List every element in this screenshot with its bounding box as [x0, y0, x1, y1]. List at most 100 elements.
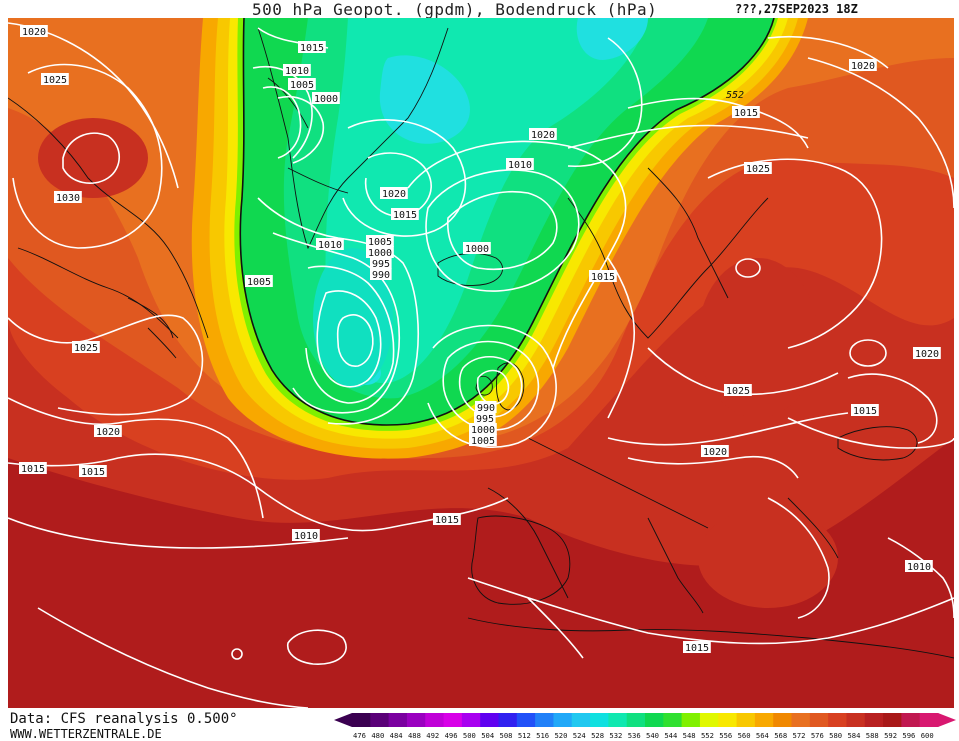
contour-552-label: 552: [726, 90, 744, 101]
isobar-label-bg: [370, 268, 392, 280]
isobar-se-1015b: [767, 497, 830, 619]
trough-teal-cell: [313, 248, 393, 388]
med-dark-cell: [698, 508, 838, 608]
isobar-label: 1020: [382, 189, 406, 200]
isobar-labels: 1020 1025 1030 1025 1020 1015 1015 1010 1015 1015…: [19, 25, 941, 654]
legend-tick-label: 496: [445, 731, 458, 740]
isobar-label-bg: [732, 106, 760, 118]
legend-swatch: [461, 713, 481, 727]
isobar-gl-1000: [277, 96, 324, 164]
isobars: [8, 22, 954, 708]
isobar-c-1000: [305, 265, 395, 404]
legend-tick-label: 520: [554, 731, 567, 740]
legend-swatch: [791, 713, 811, 727]
isobar-label: 1005: [471, 436, 495, 447]
legend-arrow-right: [938, 713, 956, 727]
isobar-w-1025: [8, 314, 204, 416]
isobar-c-995: [316, 290, 382, 388]
isobar-e-1010: [407, 140, 627, 369]
legend-tick-label: 560: [738, 731, 751, 740]
isobar-label-bg: [79, 465, 107, 477]
map-title: 500 hPa Geopot. (gpdm), Bodendruck (hPa): [252, 0, 658, 19]
isobar-label-bg: [851, 404, 879, 416]
legend-tick-label: 552: [701, 731, 714, 740]
legend-swatch: [699, 713, 719, 727]
legend-swatch: [919, 713, 939, 727]
isobar-label-bg: [391, 208, 419, 220]
legend-tick-label: 488: [408, 731, 421, 740]
isobar-label: 1025: [43, 75, 67, 86]
isobar-label-bg: [683, 641, 711, 653]
isobar-label: 1020: [851, 61, 875, 72]
isobar-label: 1005: [368, 237, 392, 248]
isobar-label-bg: [380, 187, 408, 199]
isobar-sc-1015: [607, 257, 636, 419]
legend-tick-label: 532: [609, 731, 622, 740]
isobar-label: 1000: [314, 94, 338, 105]
isobar-label-bg: [283, 64, 311, 76]
timestamp: ???,27SEP2023 18Z: [735, 2, 858, 16]
legend-tick-label: 572: [793, 731, 806, 740]
legend-tick-label: 588: [866, 731, 879, 740]
isobar-eu-1020b: [627, 455, 799, 479]
isobar-label: 1030: [56, 193, 80, 204]
legend-tick-label: 568: [774, 731, 787, 740]
isobar-label-bg: [245, 275, 273, 287]
legend-swatch: [718, 713, 738, 727]
isobar-nw-1030: [62, 132, 121, 184]
legend-tick-label: 484: [390, 731, 403, 740]
isobar-label-bg: [744, 162, 772, 174]
isobar-label: 1010: [318, 240, 342, 251]
isobar-n-1025: [707, 158, 883, 349]
isobar-n-1020: [567, 37, 643, 168]
isobar-w-1015: [8, 453, 509, 532]
isobar-label-bg: [469, 423, 497, 435]
website-label: WWW.WETTERZENTRALE.DE: [10, 727, 162, 741]
isobar-label-bg: [94, 425, 122, 437]
isobar-label-bg: [463, 242, 491, 254]
isobar-s-1015ring: [287, 629, 347, 665]
isobar-ne-1020: [807, 57, 954, 209]
legend-tick-label: 500: [463, 731, 476, 740]
isobar-gl-1020: [364, 152, 432, 217]
isobar-uk-995: [458, 356, 523, 418]
isobar-label-bg: [288, 78, 316, 90]
legend-swatch: [736, 713, 756, 727]
isobar-label: 1015: [81, 467, 105, 478]
isobar-label: 1010: [294, 531, 318, 542]
isobar-label: 990: [477, 403, 495, 414]
isobar-label: 1015: [853, 406, 877, 417]
legend-tick-label: 524: [573, 731, 586, 740]
legend-swatch: [846, 713, 866, 727]
legend-tick-label: 540: [646, 731, 659, 740]
weather-map: 552 1020 1025 1030 1025 1020 1015 1015 1010 1015…: [8, 18, 954, 708]
legend-swatch: [352, 713, 371, 727]
isobar-label: 1005: [290, 80, 314, 91]
legend-arrow-left: [334, 713, 352, 727]
legend-swatch: [663, 713, 683, 727]
legend-tick-label: 576: [811, 731, 824, 740]
legend-swatch: [571, 713, 591, 727]
isobar-label-bg: [41, 73, 69, 85]
isobar-e-1005: [425, 169, 580, 292]
isobar-label: 1025: [74, 343, 98, 354]
legend-swatch: [480, 713, 499, 727]
isobar-label-bg: [433, 513, 461, 525]
isobar-nw-1025: [12, 63, 163, 249]
legend-swatch: [754, 713, 774, 727]
legend-swatch: [645, 713, 664, 727]
legend-swatch: [901, 713, 921, 727]
isobar-gl-1010: [252, 66, 313, 159]
isobar-label-bg: [506, 158, 534, 170]
isobar-uk-990: [476, 369, 510, 405]
isobar-label-bg: [72, 341, 100, 353]
isobar-e-ring: [849, 339, 887, 367]
isobar-label-bg: [20, 25, 48, 37]
isobar-label: 990: [372, 270, 390, 281]
isobar-e-1000: [447, 190, 558, 271]
isobar-c-990: [336, 314, 374, 367]
legend-tick-label: 584: [847, 731, 860, 740]
legend-tick-label: 600: [921, 731, 934, 740]
legend-swatch: [809, 713, 829, 727]
isobar-label: 1000: [465, 244, 489, 255]
